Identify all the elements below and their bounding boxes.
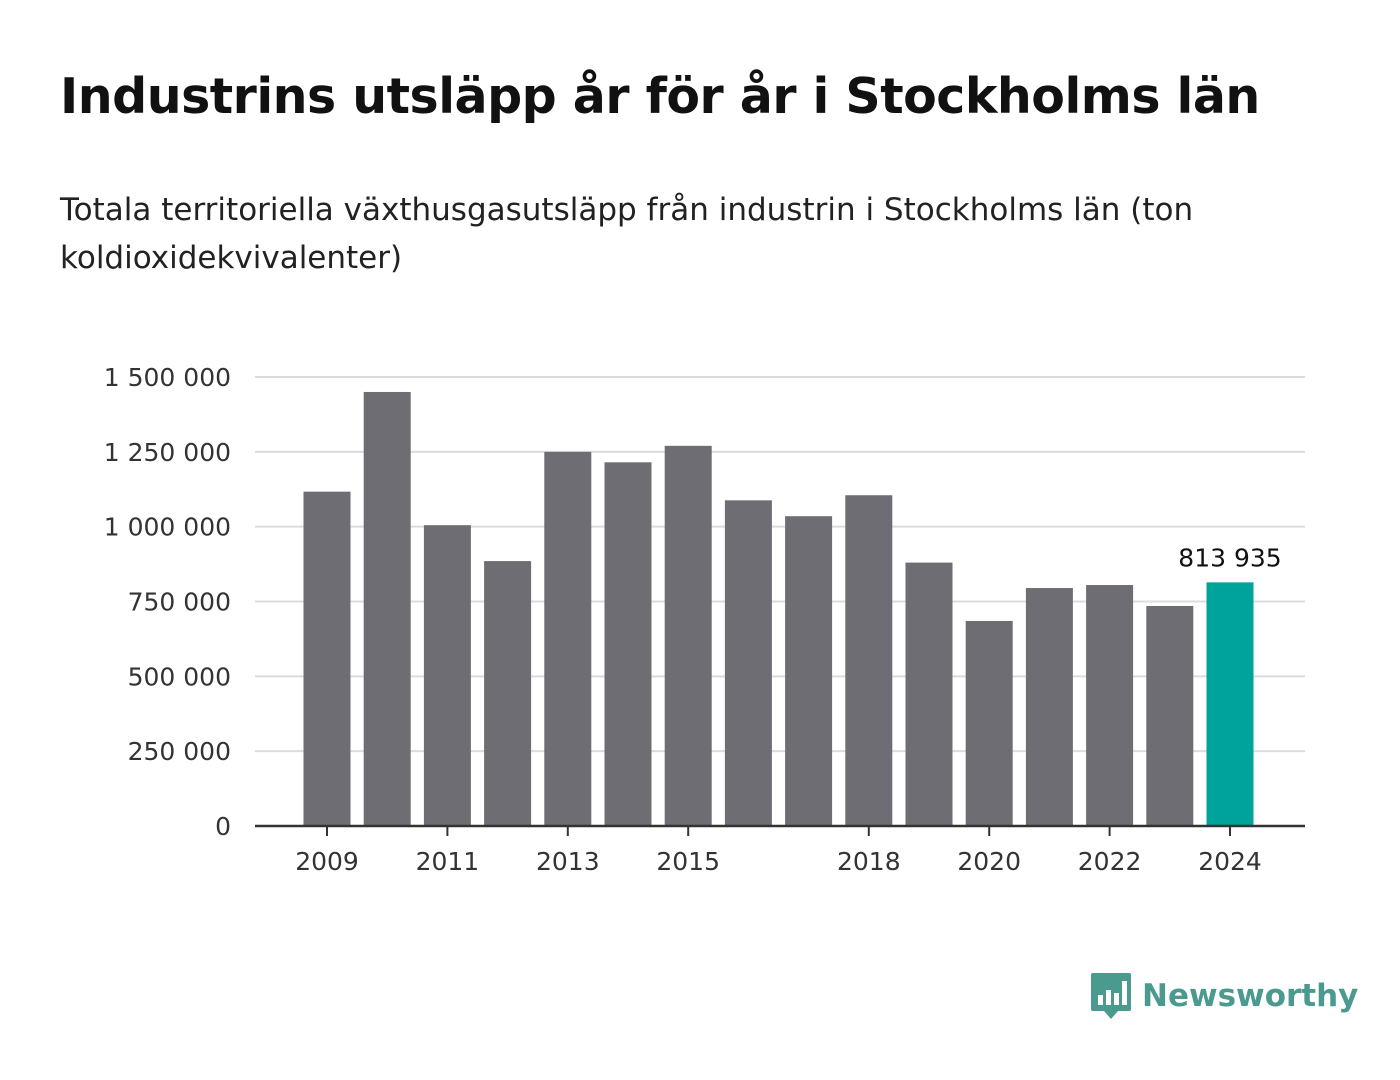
bars bbox=[303, 391, 1254, 826]
y-axis-labels: 0 250 000 500 000 750 000 1 000 000 1 250 000… bbox=[104, 363, 231, 841]
bar-2011 bbox=[423, 525, 471, 826]
bar-2017 bbox=[785, 516, 833, 826]
chart-subtitle: Totala territoriella växthusgasutsläpp f… bbox=[60, 192, 1194, 276]
y-tick-label: 1 250 000 bbox=[104, 438, 231, 467]
x-tick-label: 2009 bbox=[295, 847, 359, 876]
bar-2016 bbox=[724, 500, 772, 826]
x-tick-label: 2013 bbox=[536, 847, 600, 876]
bar-2019 bbox=[905, 562, 953, 826]
x-axis bbox=[255, 824, 1305, 836]
x-tick-label: 2020 bbox=[957, 847, 1021, 876]
x-tick-label: 2015 bbox=[656, 847, 720, 876]
y-tick-label: 750 000 bbox=[128, 588, 231, 617]
x-tick-label: 2022 bbox=[1078, 847, 1142, 876]
bar-2020 bbox=[965, 620, 1013, 826]
y-tick-label: 250 000 bbox=[128, 737, 231, 766]
bar-2014 bbox=[604, 462, 652, 826]
bar-2012 bbox=[484, 561, 532, 826]
bar-2018 bbox=[845, 495, 893, 826]
newsworthy-bar-icon bbox=[1091, 973, 1131, 1019]
bar-2010 bbox=[363, 391, 411, 826]
x-tick-label: 2024 bbox=[1198, 847, 1262, 876]
x-axis-labels: 2009 2011 2013 2015 2018 2020 2022 2024 bbox=[295, 847, 1262, 876]
y-tick-label: 1 000 000 bbox=[104, 513, 231, 542]
logo-text: Newsworthy bbox=[1142, 978, 1359, 1014]
highlight-value-label: 813 935 bbox=[1178, 543, 1281, 572]
x-tick-label: 2011 bbox=[416, 847, 480, 876]
y-tick-label: 0 bbox=[215, 812, 231, 841]
bar-2023 bbox=[1146, 605, 1194, 826]
chart-title: Industrins utsläpp år för år i Stockholm… bbox=[60, 68, 1260, 125]
bar-2024 bbox=[1206, 582, 1254, 826]
y-tick-label: 500 000 bbox=[128, 662, 231, 691]
bar-2013 bbox=[544, 451, 592, 826]
newsworthy-logo: Newsworthy bbox=[1090, 970, 1358, 1022]
y-tick-label: 1 500 000 bbox=[104, 363, 231, 392]
x-tick-label: 2018 bbox=[837, 847, 901, 876]
annotations: 813 935 bbox=[1178, 543, 1281, 572]
bar-2021 bbox=[1025, 588, 1073, 826]
bar-2009 bbox=[303, 491, 351, 826]
bar-2022 bbox=[1086, 585, 1134, 826]
bar-2015 bbox=[664, 445, 712, 826]
